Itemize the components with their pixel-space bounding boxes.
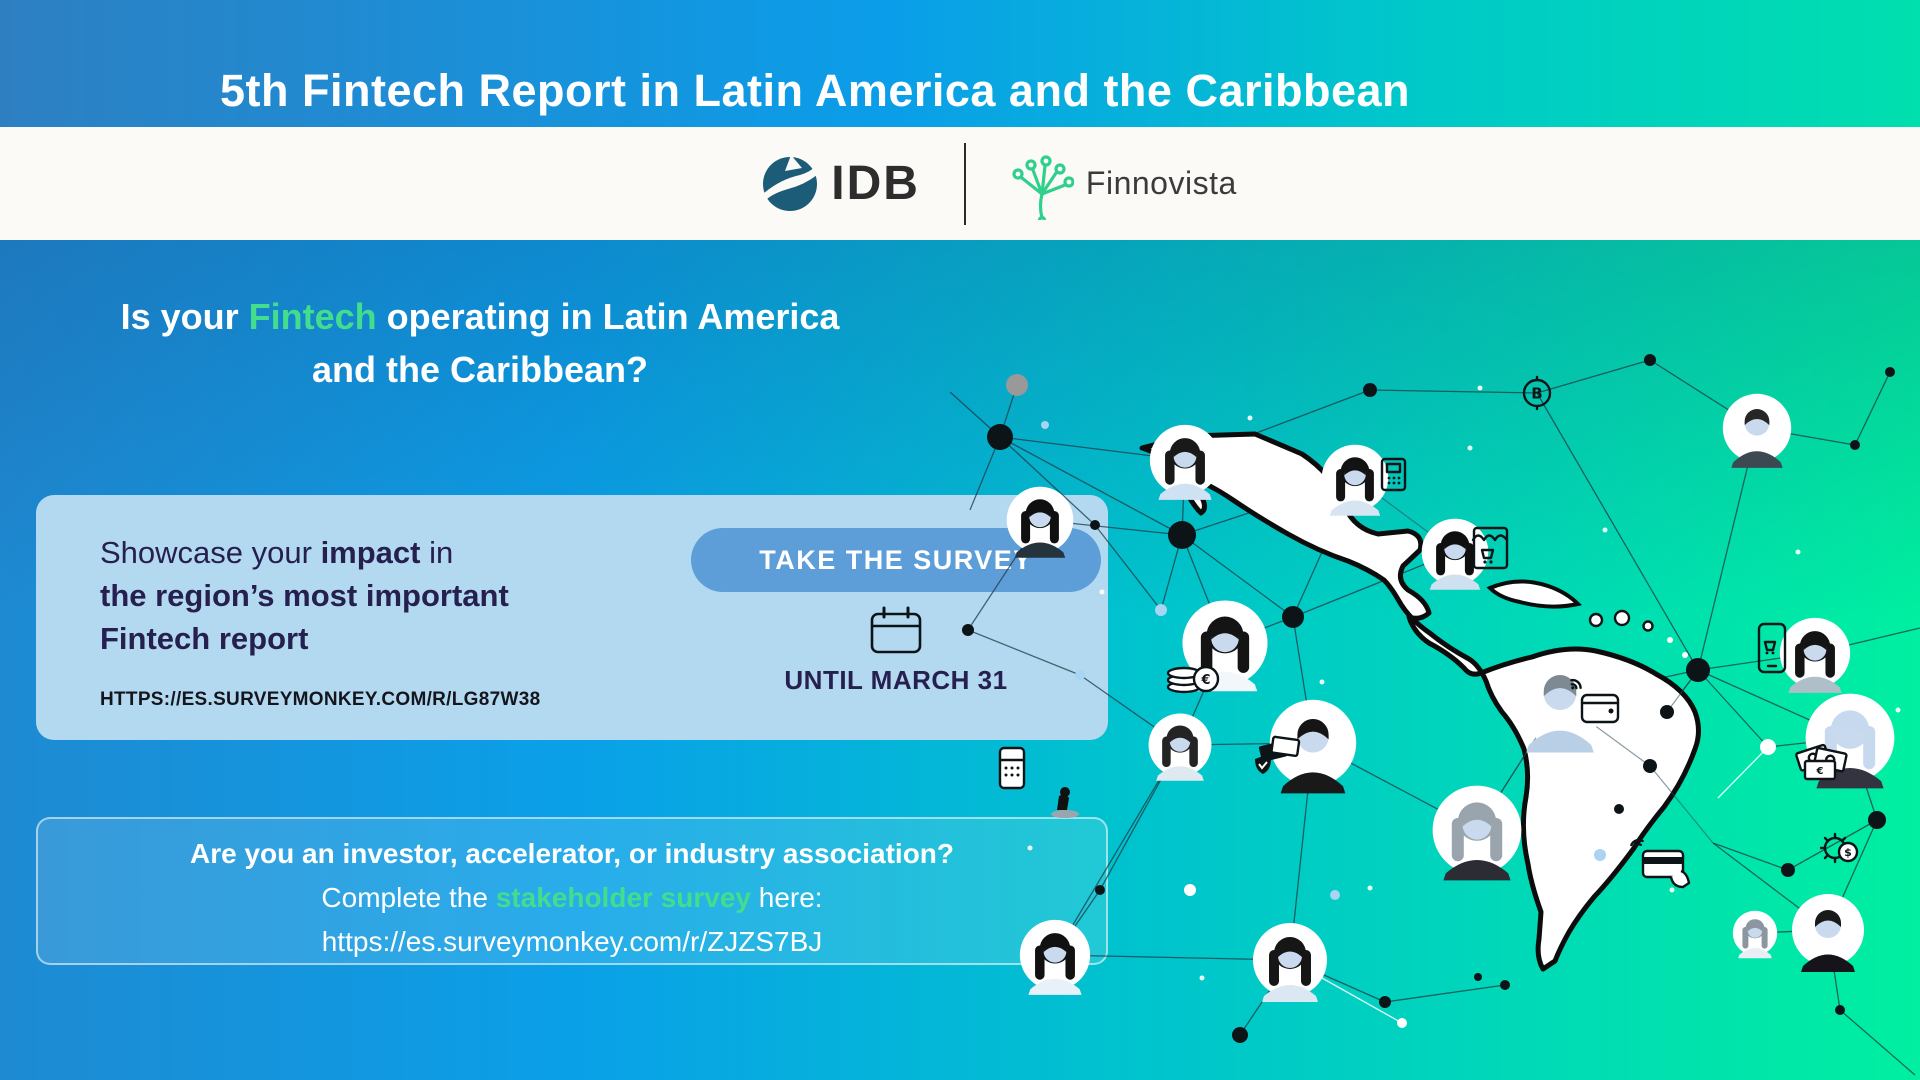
stakeholder-card: Are you an investor, accelerator, or ind…: [36, 817, 1108, 965]
person-avatar: [1006, 486, 1074, 558]
finnovista-logo: Finnovista: [1010, 148, 1237, 220]
header-band: 5th Fintech Report in Latin America and …: [0, 0, 1920, 127]
deadline-text: UNTIL MARCH 31: [784, 665, 1008, 695]
svg-text:$: $: [1844, 846, 1852, 859]
person-avatar: [1432, 785, 1522, 881]
gear-dollar-icon: $: [1819, 832, 1859, 864]
people-avatars: [1006, 393, 1895, 1002]
page-title: 5th Fintech Report in Latin America and …: [220, 65, 1410, 116]
person-avatar: [1792, 894, 1864, 972]
money-bills-icon: €: [1795, 743, 1848, 781]
fintech-icons: B €: [998, 375, 1859, 889]
logo-band: IDB: [0, 127, 1920, 240]
calendar-icon: [870, 606, 922, 654]
mobile-shopping-icon: [1757, 622, 1787, 674]
finnovista-wordmark: Finnovista: [1085, 165, 1237, 201]
bitcoin-icon: B: [1522, 375, 1552, 411]
wallet-contactless-icon: [1570, 678, 1620, 724]
person-avatar: [1779, 617, 1851, 693]
network-nodes: [962, 354, 1901, 1043]
main-content: Is your Fintech operating in Latin Ameri…: [0, 240, 1920, 1080]
latam-map: [1139, 431, 1714, 981]
stakeholder-question: Are you an investor, accelerator, or ind…: [189, 838, 955, 869]
stamp-person-figure: [1051, 787, 1079, 818]
card-payment-icon: [1630, 838, 1691, 889]
logo-divider: [963, 142, 966, 225]
svg-text:€: €: [1816, 766, 1824, 777]
person-avatar: [1732, 910, 1778, 959]
mobile-banking-icon: [998, 746, 1026, 790]
fintech-highlight: Fintech: [248, 296, 377, 337]
latam-network-illustration: B €: [950, 354, 1920, 1076]
credit-cards-shield-icon: [1255, 735, 1301, 774]
survey-url[interactable]: HTTPS://ES.SURVEYMONKEY.COM/R/LG87W38: [100, 689, 541, 710]
euro-coins-icon: €: [1166, 665, 1220, 694]
idb-globe-icon: [763, 154, 818, 211]
stakeholder-highlight: stakeholder survey: [495, 882, 751, 913]
survey-card: Showcase your impact in the region’s mos…: [36, 495, 1108, 740]
cuba-island: [1486, 579, 1583, 609]
logo-row: IDB: [759, 142, 1237, 225]
idb-logo: IDB: [759, 153, 920, 215]
pos-terminal-icon: [1380, 457, 1407, 492]
finnovista-dandelion-icon: [1012, 154, 1074, 220]
online-store-icon: [1471, 526, 1509, 570]
person-avatar: [1253, 923, 1327, 1002]
survey-card-text: Showcase your impact in the region’s mos…: [100, 535, 509, 656]
stakeholder-url[interactable]: https://es.surveymonkey.com/r/ZJZS7BJ: [321, 926, 823, 957]
person-avatar: [1148, 713, 1212, 781]
svg-text:€: €: [1200, 673, 1210, 688]
hero-question: Is your Fintech operating in Latin Ameri…: [120, 296, 840, 390]
person-avatar: [1019, 919, 1091, 995]
person-avatar: [1421, 518, 1489, 590]
person-avatar: [1722, 393, 1792, 468]
idb-wordmark: IDB: [831, 157, 920, 210]
stakeholder-instruction: Complete the stakeholder survey here:: [321, 882, 823, 913]
svg-text:B: B: [1531, 385, 1542, 403]
